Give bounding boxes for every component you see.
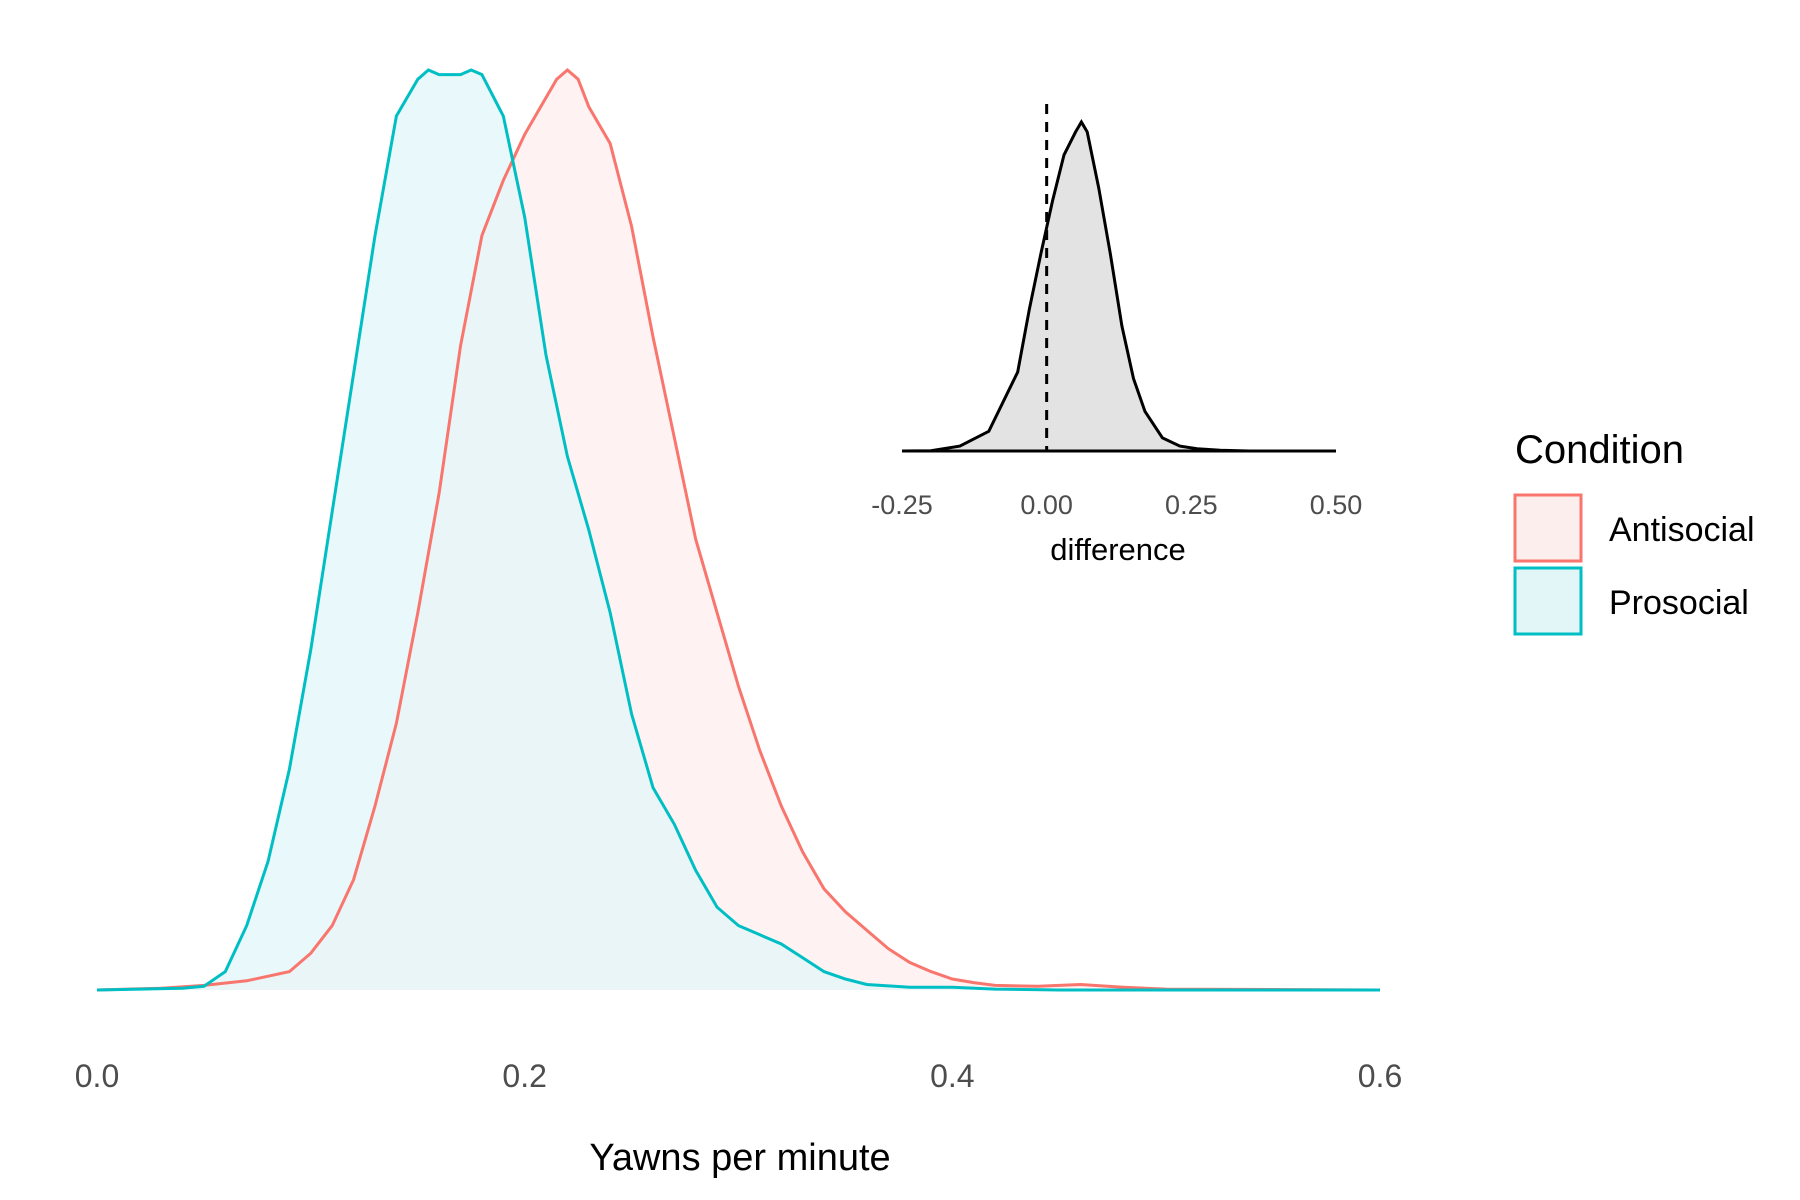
inset-x-axis-ticks: -0.25 0.00 0.25 0.50 <box>871 490 1362 520</box>
x-axis-ticks: 0.0 0.2 0.4 0.6 <box>75 1058 1402 1094</box>
main-density-plot: 0.0 0.2 0.4 0.6 Yawns per minute <box>75 68 1402 1179</box>
difference-density-line <box>901 119 1336 453</box>
density-area-prosocial <box>97 70 1380 990</box>
x-tick-label: 0.0 <box>75 1058 119 1094</box>
inset-x-tick-label: -0.25 <box>871 490 933 520</box>
x-tick-label: 0.6 <box>1358 1058 1402 1094</box>
density-line-antisocial <box>96 68 1381 992</box>
x-tick-label: 0.2 <box>502 1058 546 1094</box>
difference-density-area <box>902 122 1336 451</box>
inset-x-tick-label: 0.50 <box>1310 490 1363 520</box>
legend-label-antisocial: Antisocial <box>1609 511 1755 549</box>
inset-x-tick-label: 0.25 <box>1165 490 1218 520</box>
inset-x-axis-title: difference <box>1050 532 1186 567</box>
inset-difference-plot: -0.25 0.00 0.25 0.50 difference <box>871 104 1362 567</box>
legend-title: Condition <box>1515 428 1684 472</box>
x-axis-title: Yawns per minute <box>589 1137 890 1179</box>
legend-key-prosocial <box>1513 566 1583 636</box>
inset-x-tick-label: 0.00 <box>1020 490 1073 520</box>
density-line-prosocial <box>96 68 1380 992</box>
legend: Condition Antisocial Prosocial <box>1513 428 1755 636</box>
x-tick-label: 0.4 <box>930 1058 974 1094</box>
legend-label-prosocial: Prosocial <box>1609 584 1749 622</box>
legend-key-antisocial <box>1513 493 1583 563</box>
